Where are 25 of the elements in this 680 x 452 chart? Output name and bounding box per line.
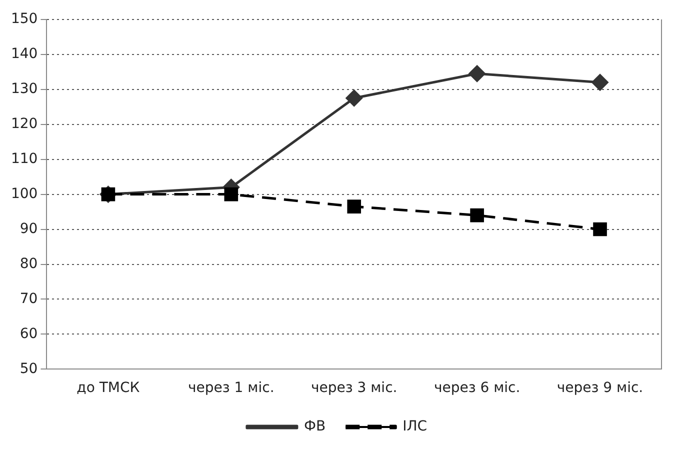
legend-label: ІЛС (402, 418, 428, 435)
point (470, 208, 484, 222)
point (347, 200, 362, 214)
x-tick-label: через 9 міс. (556, 380, 644, 396)
x-tick-label: через 1 міс. (188, 380, 274, 396)
y-tick-label: 110 (10, 150, 38, 167)
y-tick-label: 100 (10, 186, 38, 202)
y-tick-label: 80 (20, 256, 38, 272)
point (224, 187, 238, 202)
legend-label: ФВ (304, 418, 326, 435)
y-tick-label: 140 (10, 46, 38, 62)
y-tick-label: 60 (20, 326, 38, 342)
y-tick-label: 50 (20, 360, 38, 377)
x-tick-label: до ТМСК (76, 380, 140, 396)
point (468, 65, 486, 82)
y-tick-label: 90 (20, 220, 38, 237)
y-tick-label: 150 (10, 11, 38, 28)
x-tick-label: через 3 міс. (310, 380, 398, 396)
point (592, 74, 608, 91)
point (346, 90, 362, 106)
point (593, 222, 607, 236)
y-tick-label: 130 (10, 81, 38, 97)
x-tick-label: через 6 міс. (434, 380, 520, 396)
y-tick-label: 120 (10, 116, 38, 132)
y-tick-label: 70 (20, 290, 38, 307)
